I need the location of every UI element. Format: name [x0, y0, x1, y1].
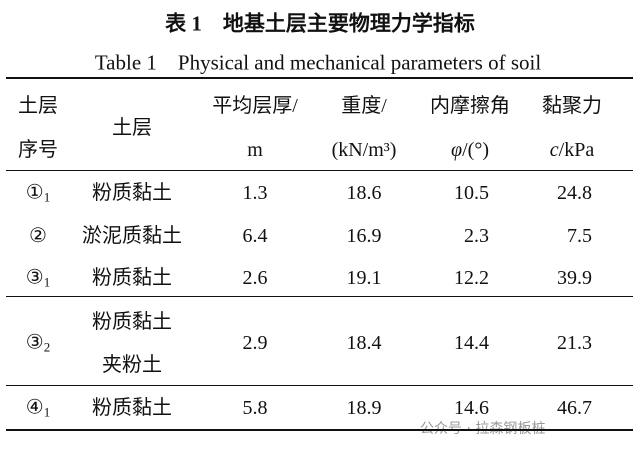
- cohesion: 21.3: [557, 332, 592, 354]
- top-rule: [6, 77, 633, 79]
- header-cell: 土层: [112, 117, 152, 139]
- unit-weight: 19.1: [346, 267, 382, 289]
- id-sub: 1: [43, 274, 51, 290]
- symbol: c: [549, 139, 559, 161]
- row-id: ③1: [26, 268, 50, 289]
- unit-weight: 18.4: [346, 332, 382, 354]
- caption-en: Table 1 Physical and mechanical paramete…: [94, 50, 542, 75]
- unit-weight: 18.6: [346, 182, 382, 204]
- id-sub: 1: [43, 404, 51, 420]
- id-symbol: ①: [25, 181, 44, 204]
- friction-angle: 12.2: [454, 267, 489, 289]
- friction-angle: 14.6: [454, 397, 489, 419]
- soil-name: 粉质黏土: [92, 397, 172, 419]
- caption-cn: 表 1 地基土层主要物理力学指标: [165, 11, 475, 36]
- friction-angle: 14.4: [454, 332, 489, 354]
- header-cell: 黏聚力: [542, 95, 602, 117]
- unit: /kPa: [558, 139, 595, 161]
- header-cell: φ/(°): [451, 140, 489, 160]
- symbol: φ: [451, 139, 463, 161]
- cohesion: 46.7: [557, 397, 592, 419]
- thickness: 1.3: [242, 182, 268, 204]
- header-rule: [6, 170, 633, 171]
- id-symbol: ③: [25, 266, 44, 289]
- header-cell: 土层: [18, 95, 58, 117]
- id-sub: 1: [43, 189, 51, 205]
- unit: /(°): [462, 139, 489, 161]
- row-id: ④1: [26, 398, 50, 419]
- bottom-rule: [6, 429, 633, 431]
- row-id: ③2: [26, 333, 50, 354]
- cohesion: 39.9: [557, 267, 592, 289]
- header-cell: c/kPa: [550, 140, 594, 160]
- unit-weight: 16.9: [346, 225, 382, 247]
- soil-name: 夹粉土: [102, 353, 162, 376]
- id-symbol: ②: [29, 225, 47, 247]
- soil-name: 粉质黏土: [92, 310, 172, 333]
- id-symbol: ④: [25, 396, 44, 419]
- thickness: 5.8: [242, 397, 268, 419]
- thickness: 6.4: [242, 225, 268, 247]
- row-rule: [6, 296, 633, 297]
- watermark: 公众号 · 拉森钢板桩: [420, 421, 546, 437]
- friction-angle: 2.3: [464, 225, 489, 247]
- soil-name: 粉质黏土: [92, 267, 172, 289]
- header-cell: 重度/: [341, 95, 387, 117]
- soil-name: 淤泥质黏土: [82, 225, 182, 247]
- soil-name: 粉质黏土: [92, 182, 172, 204]
- thickness: 2.6: [242, 267, 268, 289]
- id-symbol: ③: [25, 331, 44, 354]
- header-cell: m: [247, 139, 263, 161]
- header-cell: (kN/m³): [331, 139, 397, 161]
- row-id: ②: [29, 226, 47, 246]
- cohesion: 24.8: [557, 182, 592, 204]
- friction-angle: 10.5: [454, 182, 489, 204]
- row-id: ①1: [26, 183, 50, 204]
- id-sub: 2: [43, 339, 51, 355]
- header-cell: 序号: [18, 139, 58, 161]
- header-cell: 内摩擦角: [430, 95, 510, 117]
- thickness: 2.9: [242, 332, 268, 354]
- row-rule: [6, 385, 633, 386]
- cohesion: 7.5: [567, 225, 592, 247]
- header-cell: 平均层厚/: [212, 95, 298, 117]
- unit-weight: 18.9: [346, 397, 382, 419]
